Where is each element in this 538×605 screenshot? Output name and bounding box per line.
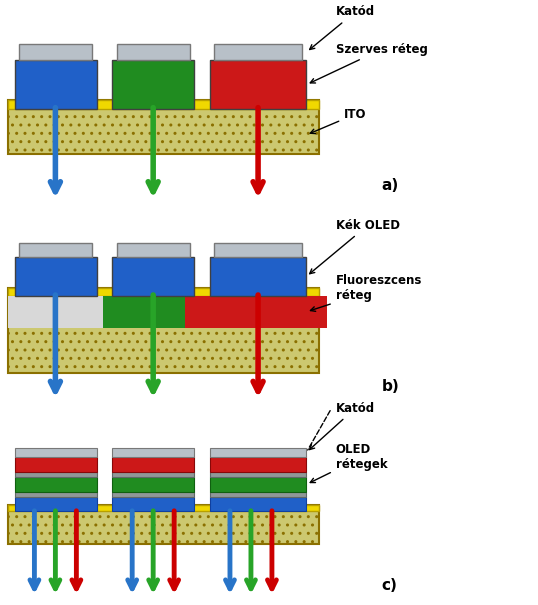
Bar	[15, 477, 96, 492]
Bar	[117, 243, 190, 257]
Bar	[214, 243, 302, 257]
Text: ITO: ITO	[310, 108, 366, 134]
Bar	[112, 448, 194, 457]
Bar	[210, 497, 306, 511]
Text: Szerves réteg: Szerves réteg	[310, 43, 428, 83]
Bar	[112, 472, 194, 477]
Bar	[19, 243, 93, 257]
Bar	[185, 296, 327, 328]
Bar	[210, 257, 306, 296]
Bar	[15, 60, 96, 110]
Bar	[15, 60, 96, 110]
Bar	[15, 497, 96, 511]
Bar	[112, 477, 194, 492]
Bar	[117, 44, 190, 60]
Text: Katód: Katód	[309, 402, 375, 450]
Bar	[112, 492, 194, 497]
Text: a): a)	[382, 178, 399, 193]
Bar	[9, 296, 103, 328]
Text: Fluoreszcens
réteg: Fluoreszcens réteg	[310, 274, 422, 312]
Bar	[15, 492, 96, 497]
Bar	[9, 100, 319, 154]
Text: b): b)	[382, 379, 400, 394]
Text: Katód: Katód	[310, 5, 375, 50]
Bar	[15, 257, 96, 296]
Text: OLED
rétegek: OLED rétegek	[310, 443, 387, 483]
Text: c): c)	[382, 578, 398, 593]
Bar	[9, 289, 319, 373]
Bar	[112, 257, 194, 296]
Bar	[112, 60, 194, 110]
Bar	[210, 60, 306, 110]
Bar	[214, 44, 302, 60]
Bar	[112, 497, 194, 511]
Bar	[210, 492, 306, 497]
Bar	[15, 448, 96, 457]
Bar	[9, 289, 319, 296]
Text: Kék OLED: Kék OLED	[310, 219, 400, 273]
Bar	[15, 472, 96, 477]
Bar	[15, 457, 96, 472]
Bar	[210, 448, 306, 457]
Bar	[9, 505, 319, 544]
Bar	[210, 472, 306, 477]
Bar	[112, 257, 194, 296]
Bar	[15, 257, 96, 296]
Bar	[210, 60, 306, 110]
Bar	[210, 457, 306, 472]
Bar	[9, 100, 319, 110]
Bar	[103, 296, 185, 328]
Bar	[112, 60, 194, 110]
Bar	[210, 257, 306, 296]
Bar	[112, 457, 194, 472]
Bar	[9, 505, 319, 511]
Bar	[210, 477, 306, 492]
Bar	[19, 44, 93, 60]
